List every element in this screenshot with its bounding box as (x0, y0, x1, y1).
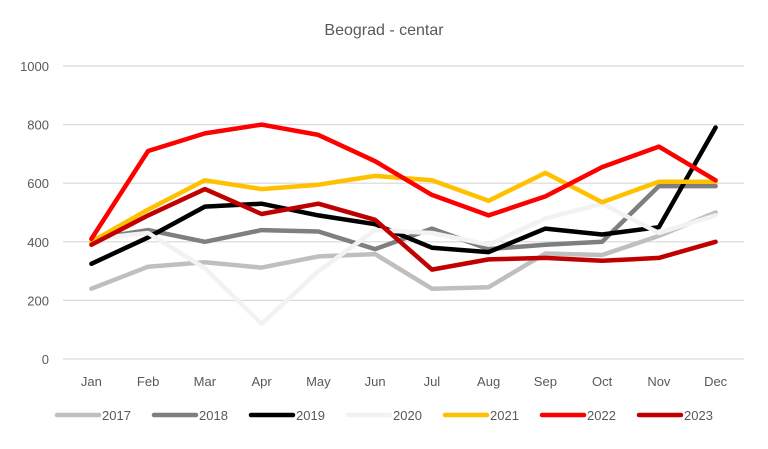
series-line-2023 (89, 186, 718, 272)
x-tick-label: Sep (534, 374, 557, 389)
legend-item-2023: 2023 (636, 408, 713, 423)
legend-item-2021: 2021 (442, 408, 519, 423)
x-tick-label: Jun (365, 374, 386, 389)
series-line-2020 (89, 201, 718, 327)
legend-label: 2021 (490, 408, 519, 423)
series-2023 (89, 186, 718, 272)
y-tick-label: 1000 (20, 59, 49, 74)
series-2022 (89, 122, 718, 242)
x-tick-label: Aug (477, 374, 500, 389)
x-tick-label: Feb (137, 374, 159, 389)
x-tick-label: Dec (704, 374, 728, 389)
x-tick-label: Apr (252, 374, 273, 389)
y-tick-label: 800 (27, 118, 49, 133)
x-tick-label: Mar (194, 374, 217, 389)
y-tick-label: 600 (27, 176, 49, 191)
legend-label: 2023 (684, 408, 713, 423)
series-lines (89, 122, 718, 327)
legend-label: 2019 (296, 408, 325, 423)
x-tick-label: Nov (647, 374, 671, 389)
legend-item-2018: 2018 (151, 408, 228, 423)
y-tick-label: 0 (42, 352, 49, 367)
legend-label: 2022 (587, 408, 616, 423)
legend-item-2019: 2019 (248, 408, 325, 423)
legend-item-2022: 2022 (539, 408, 616, 423)
x-tick-label: Jul (424, 374, 441, 389)
legend-label: 2018 (199, 408, 228, 423)
y-tick-label: 200 (27, 293, 49, 308)
chart-title: Beograd - centar (324, 22, 444, 39)
x-tick-label: Jan (81, 374, 102, 389)
series-line-2019 (89, 125, 718, 267)
legend-item-2017: 2017 (54, 408, 131, 423)
legend-item-2020: 2020 (345, 408, 422, 423)
legend-label: 2020 (393, 408, 422, 423)
series-2019 (89, 125, 718, 267)
x-tick-label: May (306, 374, 331, 389)
legend: 2017 2018 2019 2020 2021 2022 2023 (54, 408, 713, 423)
y-tick-label: 400 (27, 235, 49, 250)
gridlines (63, 65, 744, 360)
series-line-2022 (89, 122, 718, 242)
x-axis-ticks: Jan Feb Mar Apr May Jun Jul Aug Sep Oct Nov Dec (81, 374, 728, 389)
y-axis-ticks: 0 200 400 600 800 1000 (20, 59, 49, 367)
x-tick-label: Oct (592, 374, 613, 389)
legend-label: 2017 (102, 408, 131, 423)
